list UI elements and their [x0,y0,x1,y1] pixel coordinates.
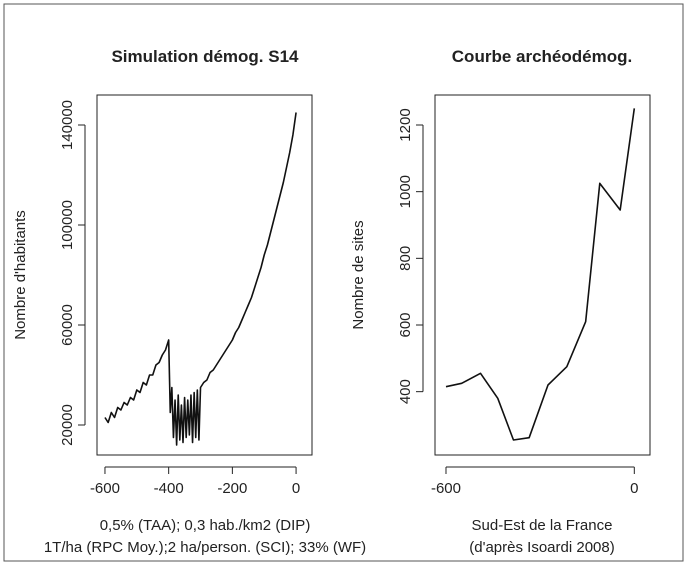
x-axis-label: 0,5% (TAA); 0,3 hab./km2 (DIP) [100,517,311,534]
y-tick-label: 60000 [59,304,76,346]
x-axis-label: 1T/ha (RPC Moy.);2 ha/person. (SCI); 33%… [44,539,366,556]
frame [3,3,684,562]
x-tick-label: -200 [217,480,247,497]
x-tick-label: -600 [90,480,120,497]
x-tick-label: -400 [154,480,184,497]
x-tick-label: 0 [292,480,300,497]
x-axis-label: (d'après Isoardi 2008) [469,539,614,556]
x-tick-label: -600 [431,480,461,497]
data-line [445,108,636,441]
y-tick-label: 800 [397,246,414,271]
data-line [104,112,297,446]
y-tick-label: 600 [397,312,414,337]
plot-box [434,94,651,456]
plot-box [96,94,313,456]
y-tick-label: 400 [397,379,414,404]
y-tick-label: 140000 [59,100,76,150]
chart-title: Simulation démog. S14 [111,47,299,66]
y-tick-label: 20000 [59,404,76,446]
y-tick-label: 1200 [397,108,414,141]
x-axis-label: Sud-Est de la France [472,517,613,534]
y-axis-label: Nombre de sites [350,220,367,329]
y-tick-label: 100000 [59,200,76,250]
y-tick-label: 1000 [397,175,414,208]
y-axis-label: Nombre d'habitants [12,210,29,340]
x-tick-label: 0 [630,480,638,497]
chart-title: Courbe archéodémog. [452,47,632,66]
